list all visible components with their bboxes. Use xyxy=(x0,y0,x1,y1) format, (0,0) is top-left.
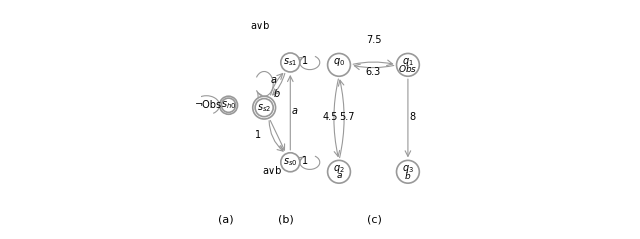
Text: $a$: $a$ xyxy=(291,106,298,116)
Text: $q_1$: $q_1$ xyxy=(402,56,414,68)
Text: 7.5: 7.5 xyxy=(365,35,381,45)
Text: 8: 8 xyxy=(409,112,415,122)
Circle shape xyxy=(281,153,300,172)
Circle shape xyxy=(220,96,237,114)
Text: 5.7: 5.7 xyxy=(339,112,355,122)
Circle shape xyxy=(328,54,351,76)
Circle shape xyxy=(281,53,300,72)
Text: (c): (c) xyxy=(367,214,382,224)
Text: 1: 1 xyxy=(301,56,308,66)
Circle shape xyxy=(328,160,351,183)
Text: ${Obs}$: ${Obs}$ xyxy=(398,63,417,74)
Text: $b$: $b$ xyxy=(273,87,281,99)
Text: $q_2$: $q_2$ xyxy=(333,163,345,175)
Text: ${}$: ${}$ xyxy=(338,64,340,73)
Text: 4.5: 4.5 xyxy=(323,112,339,122)
Text: (b): (b) xyxy=(278,214,293,224)
Text: 1: 1 xyxy=(255,130,261,140)
Text: $s_{s0}$: $s_{s0}$ xyxy=(283,156,298,168)
Circle shape xyxy=(397,160,419,183)
Circle shape xyxy=(253,96,276,119)
Text: $s_{s2}$: $s_{s2}$ xyxy=(257,102,271,114)
Text: (a): (a) xyxy=(218,214,234,224)
Text: ${b}$: ${b}$ xyxy=(404,170,412,181)
Text: $a$: $a$ xyxy=(271,75,278,85)
Text: a∨b: a∨b xyxy=(263,166,282,176)
Text: $s_{s1}$: $s_{s1}$ xyxy=(283,57,298,68)
Text: $s_{h0}$: $s_{h0}$ xyxy=(221,99,236,111)
Text: $q_3$: $q_3$ xyxy=(402,163,414,175)
Text: ¬Obs: ¬Obs xyxy=(195,100,222,110)
Text: a∨b: a∨b xyxy=(250,21,270,31)
Text: ${a}$: ${a}$ xyxy=(335,171,342,179)
Text: 6.3: 6.3 xyxy=(366,67,381,77)
Circle shape xyxy=(397,54,419,76)
Text: $q_0$: $q_0$ xyxy=(333,56,345,68)
Text: 1: 1 xyxy=(301,156,308,166)
